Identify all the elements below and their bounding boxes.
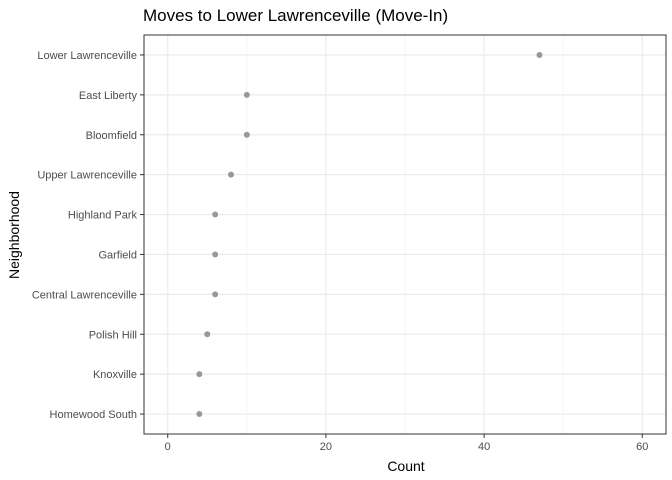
x-tick-label: 20 <box>320 441 332 453</box>
y-tick-label: Polish Hill <box>89 329 137 341</box>
x-tick-label: 60 <box>636 441 648 453</box>
x-axis: 0 20 40 60 <box>165 434 648 453</box>
panel-border <box>143 34 667 435</box>
minor-gridlines <box>246 35 564 434</box>
data-points <box>196 51 543 418</box>
data-point <box>243 91 250 98</box>
data-point <box>243 131 250 138</box>
y-tick-label: Homewood South <box>50 409 137 421</box>
y-tick-label: Highland Park <box>68 210 138 222</box>
data-point <box>536 51 543 58</box>
data-point <box>228 171 234 178</box>
chart-title: Moves to Lower Lawrenceville (Move-In) <box>143 6 448 25</box>
x-tick-label: 40 <box>478 441 490 453</box>
y-tick-label: Knoxville <box>93 369 137 381</box>
data-point <box>212 291 219 298</box>
y-tick-label: Garfield <box>98 249 137 261</box>
data-point <box>212 211 219 218</box>
data-point <box>212 251 219 258</box>
y-tick-label: East Liberty <box>79 90 138 102</box>
y-tick-label: Central Lawrenceville <box>32 289 137 301</box>
y-axis: Lower Lawrenceville East Liberty Bloomfiel… <box>32 50 144 421</box>
x-axis-title: Count <box>387 458 424 474</box>
y-axis-title: Neighborhood <box>6 191 22 279</box>
data-point <box>196 411 203 418</box>
data-point <box>196 371 203 378</box>
x-tick-label: 0 <box>165 441 171 453</box>
y-tick-label: Upper Lawrenceville <box>37 170 137 182</box>
y-tick-label: Bloomfield <box>86 130 137 142</box>
data-point <box>204 331 211 338</box>
y-tick-label: Lower Lawrenceville <box>37 50 137 62</box>
